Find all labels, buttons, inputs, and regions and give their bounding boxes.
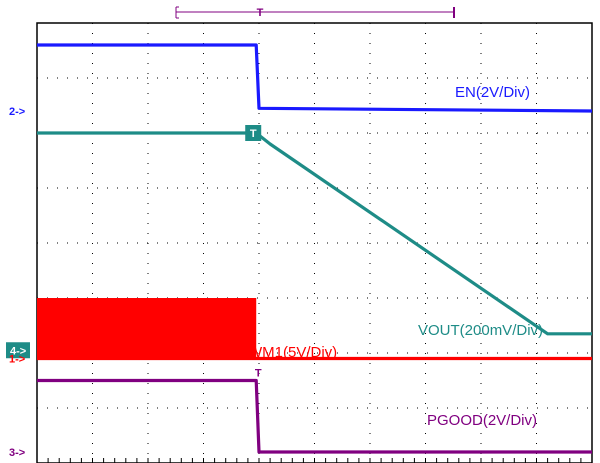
traces xyxy=(37,43,593,454)
pwm1-burst xyxy=(37,298,257,359)
trigger-marker-box xyxy=(245,125,262,141)
pwm1-channel-marker: 1-> xyxy=(9,354,25,366)
pgood-channel-marker: 3-> xyxy=(9,447,25,459)
vout-marker-box xyxy=(6,342,30,359)
top-bracket xyxy=(175,6,455,19)
en-label: EN(2V/Div) xyxy=(455,84,530,101)
vout-trace xyxy=(37,131,592,336)
vout-channel-marker: 4-> xyxy=(10,345,26,357)
plot-grid xyxy=(36,23,593,463)
vout-label: VOUT(200mV/Div) xyxy=(418,322,543,339)
trigger-marker: T xyxy=(250,128,257,140)
pgood-trace xyxy=(37,378,592,454)
plot-frame xyxy=(36,22,593,463)
pwm1-label: PWM1(5V/Div) xyxy=(238,344,337,361)
top-trigger-marker: T xyxy=(257,7,264,19)
channel-markers: 2-> 4->1-> 3-> T T xyxy=(6,106,262,459)
trace-labels: EN(2V/Div) VOUT(200mV/Div) PWM1(5V/Div) PGO… xyxy=(238,84,543,429)
pgood-trigger-tick: T xyxy=(255,368,262,380)
pgood-label: PGOOD(2V/Div) xyxy=(427,412,537,429)
en-channel-marker: 2-> xyxy=(9,106,25,118)
en-trace xyxy=(37,43,593,113)
